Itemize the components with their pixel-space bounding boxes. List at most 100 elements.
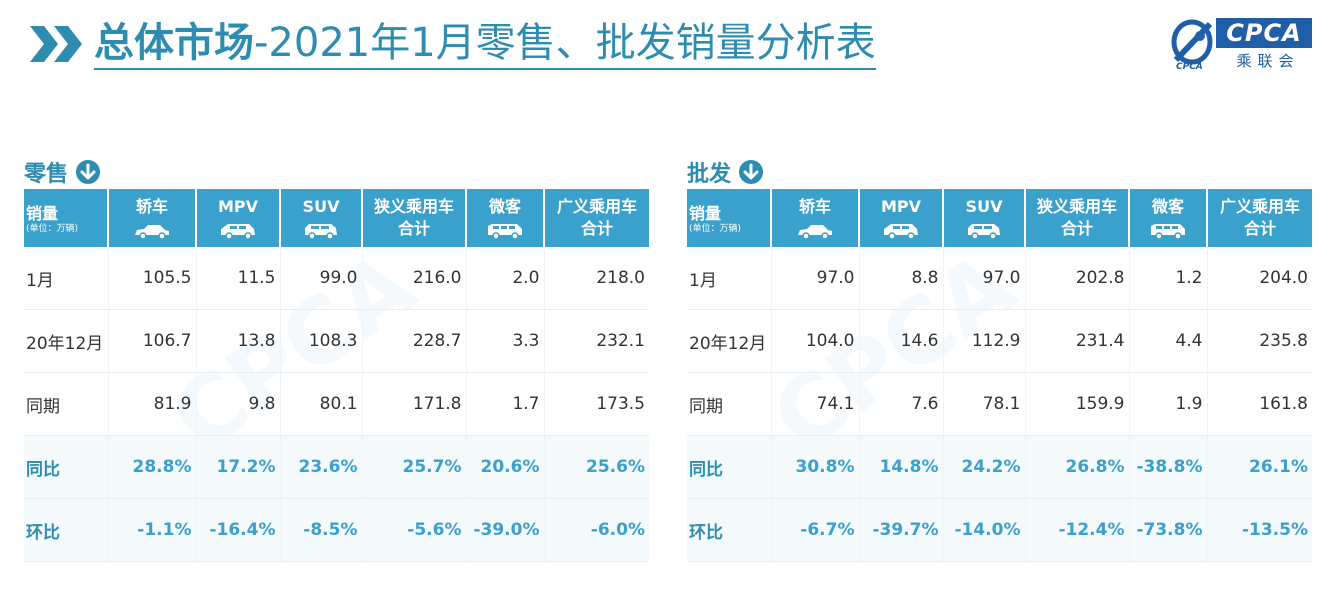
page-title-rest: -2021年1月零售、批发销量分析表 bbox=[254, 20, 876, 66]
table-cell: 26.1% bbox=[1207, 435, 1312, 499]
table-cell: -13.5% bbox=[1207, 498, 1312, 562]
row-label: 20年12月 bbox=[24, 309, 109, 373]
row-label: 1月 bbox=[687, 247, 772, 310]
cpca-logo: CPCA 乘联会 CPCA bbox=[1170, 12, 1316, 74]
table-cell: -38.8% bbox=[1129, 435, 1208, 499]
table-row: 同期 81.9 9.8 80.1 171.8 1.7 173.5 bbox=[24, 372, 649, 436]
table-cell: 1.9 bbox=[1129, 372, 1208, 436]
table-header-row: 销量 (单位：万辆) 轿车 MPV SUV 狭义乘用车 合计 微客 广义乘用车 合计 bbox=[687, 189, 1312, 247]
table-cell: 106.7 bbox=[108, 309, 197, 373]
table-cell: 161.8 bbox=[1207, 372, 1312, 436]
retail-section: 零售 销量 (单位：万辆) 轿车 MPV SUV 狭义乘用车 合计 微客 广义乘用车 合计 1月 10… bbox=[24, 155, 649, 562]
table-cell: 30.8% bbox=[771, 435, 860, 499]
table-cell: 26.8% bbox=[1025, 435, 1130, 499]
table-cell: 17.2% bbox=[196, 435, 281, 499]
column-header-label: 合计 bbox=[1060, 219, 1093, 238]
wholesale-title: 批发 bbox=[687, 162, 732, 187]
unit-label: (单位：万辆) bbox=[689, 224, 742, 234]
table-cell: 97.0 bbox=[771, 247, 860, 310]
wholesale-heading: 批发 bbox=[687, 155, 1312, 189]
table-cell: 108.3 bbox=[280, 309, 363, 373]
column-header-mpv: MPV bbox=[196, 189, 281, 247]
column-header-suv: SUV bbox=[280, 189, 363, 247]
row-label: 同比 bbox=[24, 435, 109, 499]
column-header-narrow-total: 狭义乘用车 合计 bbox=[362, 189, 467, 247]
unit-label: (单位：万辆) bbox=[26, 224, 79, 234]
column-header-suv: SUV bbox=[943, 189, 1026, 247]
table-row: 20年12月 104.0 14.6 112.9 231.4 4.4 235.8 bbox=[687, 309, 1312, 373]
logo-subtext: 乘联会 bbox=[1236, 52, 1300, 70]
minivan-icon bbox=[485, 222, 525, 240]
table-cell: 9.8 bbox=[196, 372, 281, 436]
table-row: 同比 30.8% 14.8% 24.2% 26.8% -38.8% 26.1% bbox=[687, 435, 1312, 499]
table-cell: -8.5% bbox=[280, 498, 363, 562]
table-header-row: 销量 (单位：万辆) 轿车 MPV SUV 狭义乘用车 合计 微客 广义乘用车 合计 bbox=[24, 189, 649, 247]
table-cell: 13.8 bbox=[196, 309, 281, 373]
cpca-emblem-icon bbox=[1171, 19, 1213, 65]
table-cell: 231.4 bbox=[1025, 309, 1130, 373]
table-cell: -16.4% bbox=[196, 498, 281, 562]
table-cell: 7.6 bbox=[859, 372, 944, 436]
column-header-label: 合计 bbox=[1243, 219, 1276, 238]
table-cell: 202.8 bbox=[1025, 247, 1130, 310]
table-cell: -6.7% bbox=[771, 498, 860, 562]
table-cell: 232.1 bbox=[544, 309, 649, 373]
table-cell: 11.5 bbox=[196, 247, 281, 310]
column-header-label: 合计 bbox=[580, 219, 613, 238]
table-cell: 99.0 bbox=[280, 247, 363, 310]
arrow-down-circle-icon bbox=[739, 160, 764, 184]
column-header-label: 轿车 bbox=[135, 197, 168, 216]
table-cell: 218.0 bbox=[544, 247, 649, 310]
table-cell: 3.3 bbox=[466, 309, 545, 373]
column-header-label: 销量 bbox=[26, 204, 59, 223]
table-cell: 23.6% bbox=[280, 435, 363, 499]
retail-table: 销量 (单位：万辆) 轿车 MPV SUV 狭义乘用车 合计 微客 广义乘用车 合计 1月 105.5… bbox=[24, 189, 649, 562]
row-label: 同比 bbox=[687, 435, 772, 499]
column-header-mpv: MPV bbox=[859, 189, 944, 247]
table-cell: 1.7 bbox=[466, 372, 545, 436]
logo-text: CPCA bbox=[1216, 18, 1312, 48]
column-header-sedan: 轿车 bbox=[771, 189, 860, 247]
table-cell: 25.6% bbox=[544, 435, 649, 499]
table-cell: -73.8% bbox=[1129, 498, 1208, 562]
table-cell: 216.0 bbox=[362, 247, 467, 310]
table-cell: 24.2% bbox=[943, 435, 1026, 499]
table-cell: -14.0% bbox=[943, 498, 1026, 562]
table-cell: 8.8 bbox=[859, 247, 944, 310]
logo-small-text: CPCA bbox=[1176, 62, 1203, 72]
table-cell: -5.6% bbox=[362, 498, 467, 562]
column-header-minivan: 微客 bbox=[466, 189, 545, 247]
column-header-narrow-total: 狭义乘用车 合计 bbox=[1025, 189, 1130, 247]
retail-heading: 零售 bbox=[24, 155, 649, 189]
table-cell: 105.5 bbox=[108, 247, 197, 310]
table-cell: 97.0 bbox=[943, 247, 1026, 310]
table-cell: 235.8 bbox=[1207, 309, 1312, 373]
title-bar: 总体市场-2021年1月零售、批发销量分析表 bbox=[28, 18, 876, 70]
table-cell: -12.4% bbox=[1025, 498, 1130, 562]
suv-icon bbox=[964, 222, 1004, 240]
sedan-icon bbox=[132, 222, 172, 240]
table-row: 1月 97.0 8.8 97.0 202.8 1.2 204.0 bbox=[687, 247, 1312, 310]
table-cell: 228.7 bbox=[362, 309, 467, 373]
table-row: 环比 -1.1% -16.4% -8.5% -5.6% -39.0% -6.0% bbox=[24, 498, 649, 562]
table-cell: 20.6% bbox=[466, 435, 545, 499]
table-cell: 104.0 bbox=[771, 309, 860, 373]
row-label: 1月 bbox=[24, 247, 109, 310]
mpv-icon bbox=[218, 222, 258, 240]
table-cell: 171.8 bbox=[362, 372, 467, 436]
mpv-icon bbox=[881, 222, 921, 240]
row-label: 同期 bbox=[687, 372, 772, 436]
column-header-label: 销量 bbox=[689, 204, 722, 223]
table-row: 环比 -6.7% -39.7% -14.0% -12.4% -73.8% -13.5% bbox=[687, 498, 1312, 562]
column-header-sedan: 轿车 bbox=[108, 189, 197, 247]
row-label: 20年12月 bbox=[687, 309, 772, 373]
minivan-icon bbox=[1148, 222, 1188, 240]
table-cell: 173.5 bbox=[544, 372, 649, 436]
table-row: 同期 74.1 7.6 78.1 159.9 1.9 161.8 bbox=[687, 372, 1312, 436]
column-header-label: 轿车 bbox=[798, 197, 831, 216]
table-cell: 81.9 bbox=[108, 372, 197, 436]
page-title-strong: 总体市场 bbox=[94, 20, 254, 66]
column-header-sales: 销量 (单位：万辆) bbox=[687, 189, 772, 247]
column-header-label: SUV bbox=[965, 197, 1003, 216]
table-cell: 28.8% bbox=[108, 435, 197, 499]
